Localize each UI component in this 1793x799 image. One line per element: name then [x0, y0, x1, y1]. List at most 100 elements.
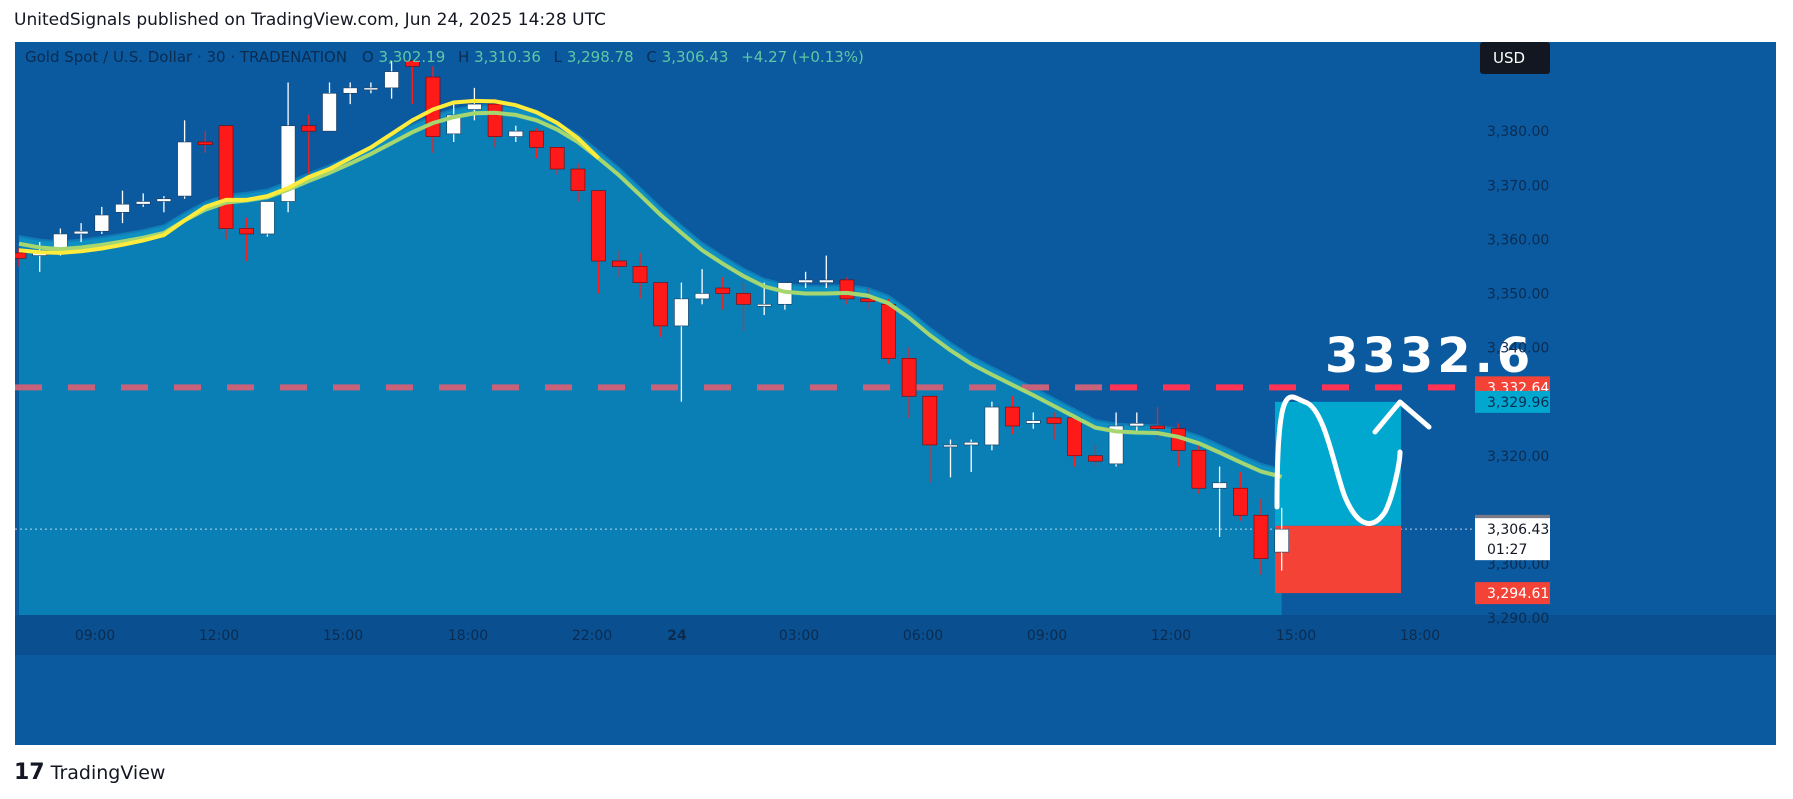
candle-body[interactable]	[177, 141, 192, 197]
candle-body[interactable]	[218, 125, 234, 229]
candle-body[interactable]	[280, 125, 296, 202]
price-chart[interactable]: 3332.6 09:00 12:00 15:00 18:00 22:00 24 03:00 0…	[15, 42, 1776, 745]
candle-body[interactable]	[591, 190, 606, 262]
take-profit-badge-bg	[1475, 390, 1550, 413]
long-position-stop-zone[interactable]	[1275, 525, 1401, 594]
candle-body[interactable]	[73, 230, 89, 235]
chart-frame[interactable]: 3332.6 09:00 12:00 15:00 18:00 22:00 24 03:00 0…	[15, 42, 1776, 745]
candle-body[interactable]	[135, 201, 151, 205]
time-axis-label: 18:00	[448, 628, 488, 644]
price-axis-label: 3,380.00	[1487, 124, 1549, 140]
candle-body[interactable]	[694, 293, 710, 300]
low-label: L	[554, 48, 563, 66]
candle-body[interactable]	[384, 71, 399, 89]
price-axis-label: 3,300.00	[1487, 557, 1549, 573]
candle-body[interactable]	[653, 282, 669, 327]
footer-brand: TradingView	[50, 761, 166, 784]
time-axis-label: 09:00	[75, 628, 115, 644]
time-axis-label: 06:00	[903, 628, 943, 644]
candle-body[interactable]	[404, 60, 420, 67]
candle-body[interactable]	[363, 87, 379, 91]
candle-body[interactable]	[487, 103, 503, 137]
candle-body[interactable]	[239, 228, 254, 235]
candle-body[interactable]	[674, 298, 689, 327]
candle-body[interactable]	[1150, 425, 1165, 429]
ma-yellow-line	[18, 98, 600, 255]
candle-body[interactable]	[839, 279, 855, 300]
candle-body[interactable]	[342, 87, 358, 94]
candle-body[interactable]	[1129, 422, 1145, 427]
stop-loss-badge-bg	[1475, 582, 1550, 605]
price-badges: 3,332.643,329.963,307.043,306.4301:273,2…	[1475, 376, 1550, 605]
price-axis-label: 3,370.00	[1487, 178, 1549, 194]
candle-body[interactable]	[756, 303, 772, 307]
projection-wave-drawing[interactable]	[1274, 394, 1403, 526]
open-label: O	[362, 48, 374, 66]
candle-body[interactable]	[198, 141, 213, 145]
candle-body[interactable]	[1046, 417, 1062, 424]
time-axis-bg	[15, 615, 1776, 655]
candle-body[interactable]	[715, 287, 731, 294]
arrow-up-right-icon	[1372, 399, 1432, 435]
time-axis-label: 09:00	[1027, 628, 1067, 644]
time-axis-label: 24	[667, 628, 687, 644]
last-price-badge: 3,306.43	[1487, 522, 1549, 538]
time-axis-label: 18:00	[1400, 628, 1440, 644]
close-value: 3,306.43	[662, 48, 729, 66]
change-value: +4.27 (+0.13%)	[741, 48, 864, 66]
candle-body[interactable]	[1088, 455, 1103, 462]
candle-body[interactable]	[508, 130, 524, 137]
candle-body[interactable]	[322, 92, 337, 132]
ohlc-legend: Gold Spot / U.S. Dollar · 30 · TRADENATI…	[25, 48, 864, 66]
candle-body[interactable]	[570, 168, 586, 191]
currency-button[interactable]	[1480, 42, 1550, 74]
tradingview-logo-icon: 𝟭𝟳	[14, 760, 45, 785]
time-axis[interactable]: 09:00 12:00 15:00 18:00 22:00 24 03:00 06:00 09:…	[75, 628, 1440, 644]
candle-body[interactable]	[1025, 420, 1041, 424]
footer: 𝟭𝟳 TradingView	[14, 760, 165, 785]
ma-area-fill	[19, 106, 1282, 616]
candle-body[interactable]	[736, 293, 751, 305]
candle-body[interactable]	[922, 395, 938, 446]
price-axis-label: 3,340.00	[1487, 341, 1549, 357]
candle-body[interactable]	[1253, 514, 1269, 559]
time-axis-label: 12:00	[1151, 628, 1191, 644]
high-value: 3,310.36	[474, 48, 541, 66]
candle-body[interactable]	[881, 303, 896, 359]
candle-body[interactable]	[15, 252, 27, 259]
stop-loss-badge: 3,294.61	[1487, 586, 1549, 602]
last-price-badge-bg	[1475, 518, 1550, 561]
ma-green-line	[18, 110, 1283, 479]
candle-body[interactable]	[963, 441, 979, 446]
candle-body[interactable]	[984, 406, 1000, 446]
candle-body[interactable]	[1067, 417, 1082, 457]
price-axis[interactable]: 3,380.00 3,370.00 3,360.00 3,350.00 3,340.00…	[1487, 124, 1549, 627]
time-axis-label: 15:00	[1276, 628, 1316, 644]
candle-body[interactable]	[260, 201, 275, 235]
price-axis-label: 3,360.00	[1487, 232, 1549, 248]
candle-body[interactable]	[1212, 482, 1227, 489]
candle-body[interactable]	[611, 260, 627, 267]
candle-body[interactable]	[467, 103, 482, 110]
publish-line: UnitedSignals published on TradingView.c…	[14, 10, 606, 30]
candle-body[interactable]	[156, 198, 172, 202]
candle-body[interactable]	[943, 444, 958, 448]
candle-body[interactable]	[115, 203, 130, 213]
low-value: 3,298.78	[567, 48, 634, 66]
time-axis-label: 22:00	[572, 628, 612, 644]
candle-body[interactable]	[1005, 406, 1020, 427]
candle-body[interactable]	[301, 125, 317, 132]
candle-body[interactable]	[798, 279, 813, 283]
candle-body[interactable]	[632, 266, 648, 283]
candle-body[interactable]	[901, 358, 917, 397]
candle-body[interactable]	[94, 214, 110, 232]
candle-body[interactable]	[549, 147, 565, 170]
price-axis-label: 3,290.00	[1487, 611, 1549, 627]
candle-body[interactable]	[1191, 450, 1207, 489]
candle-body[interactable]	[1108, 425, 1124, 465]
candle-body[interactable]	[529, 130, 544, 148]
candle-body[interactable]	[1233, 487, 1248, 516]
take-profit-badge: 3,329.96	[1487, 395, 1549, 411]
candle-body[interactable]	[1274, 528, 1289, 553]
candle-body[interactable]	[818, 279, 834, 283]
